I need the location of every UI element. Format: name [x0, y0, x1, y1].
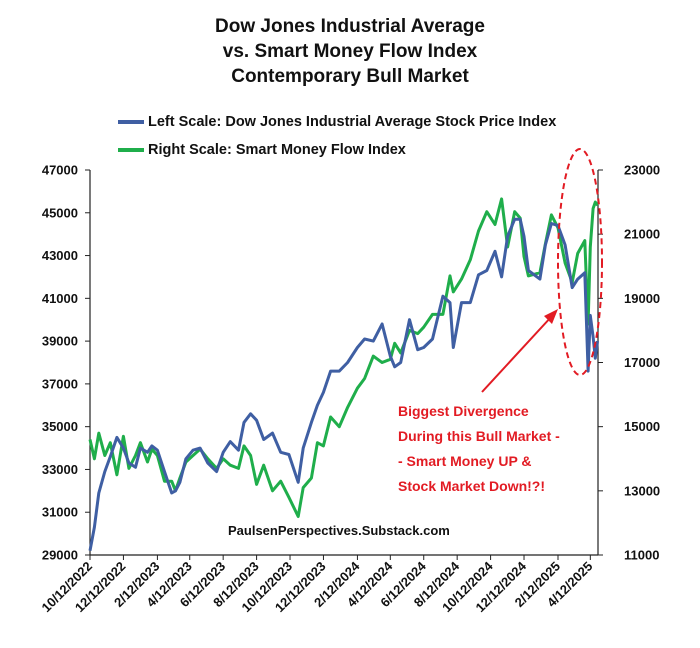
annotation-arrow-head [544, 309, 558, 324]
divergence-highlight-ellipse [557, 148, 603, 376]
left-tick-label: 47000 [42, 163, 78, 178]
chart-title-line-3: Contemporary Bull Market [231, 66, 469, 87]
legend-swatch-smart-money [118, 148, 144, 152]
chart-title: Dow Jones Industrial Average vs. Smart M… [0, 14, 700, 89]
legend-label-smart-money: Right Scale: Smart Money Flow Index [148, 142, 406, 158]
right-tick-label: 19000 [624, 291, 660, 306]
left-tick-label: 31000 [42, 505, 78, 520]
chart-title-line-1: Dow Jones Industrial Average [215, 16, 485, 37]
right-tick-label: 11000 [624, 548, 659, 563]
right-y-axis: 11000 13000 15000 17000 19000 21000 23000 [598, 163, 660, 563]
annotation-layer: PaulsenPerspectives.Substack.com Biggest… [228, 148, 603, 538]
series-line-smart-money [88, 197, 599, 518]
left-tick-label: 39000 [42, 334, 78, 349]
annotation-arrow-line [481, 315, 553, 393]
annotation-line-4: Stock Market Down!?! [398, 478, 545, 494]
left-tick-label: 29000 [42, 548, 78, 563]
left-tick-label: 45000 [42, 205, 78, 220]
left-tick-label: 43000 [42, 248, 78, 263]
right-tick-label: 13000 [624, 483, 660, 498]
left-tick-label: 41000 [42, 291, 78, 306]
legend-swatch-dow [118, 120, 144, 124]
right-tick-label: 15000 [624, 419, 660, 434]
chart-title-line-2: vs. Smart Money Flow Index [222, 41, 478, 62]
series-layer [88, 197, 599, 551]
source-label: PaulsenPerspectives.Substack.com [228, 523, 450, 538]
left-y-axis: 29000 31000 33000 35000 37000 39000 41000 43000… [42, 163, 90, 563]
annotation-line-1: Biggest Divergence [398, 403, 529, 419]
legend-label-dow: Left Scale: Dow Jones Industrial Average… [148, 114, 557, 130]
left-tick-label: 37000 [42, 376, 78, 391]
right-tick-label: 23000 [624, 163, 660, 178]
annotation-line-3: - Smart Money UP & [398, 453, 532, 469]
x-axis: 10/12/202212/12/20222/12/20234/12/20236/… [38, 555, 595, 615]
annotation-line-2: During this Bull Market - [398, 428, 560, 444]
right-tick-label: 21000 [624, 227, 660, 242]
chart-legend: Left Scale: Dow Jones Industrial Average… [118, 108, 556, 164]
left-tick-label: 33000 [42, 462, 78, 477]
left-tick-label: 35000 [42, 419, 78, 434]
legend-item-smart-money: Right Scale: Smart Money Flow Index [118, 136, 556, 164]
right-tick-label: 17000 [624, 355, 660, 370]
series-line-dow [88, 217, 599, 551]
legend-item-dow: Left Scale: Dow Jones Industrial Average… [118, 108, 556, 136]
